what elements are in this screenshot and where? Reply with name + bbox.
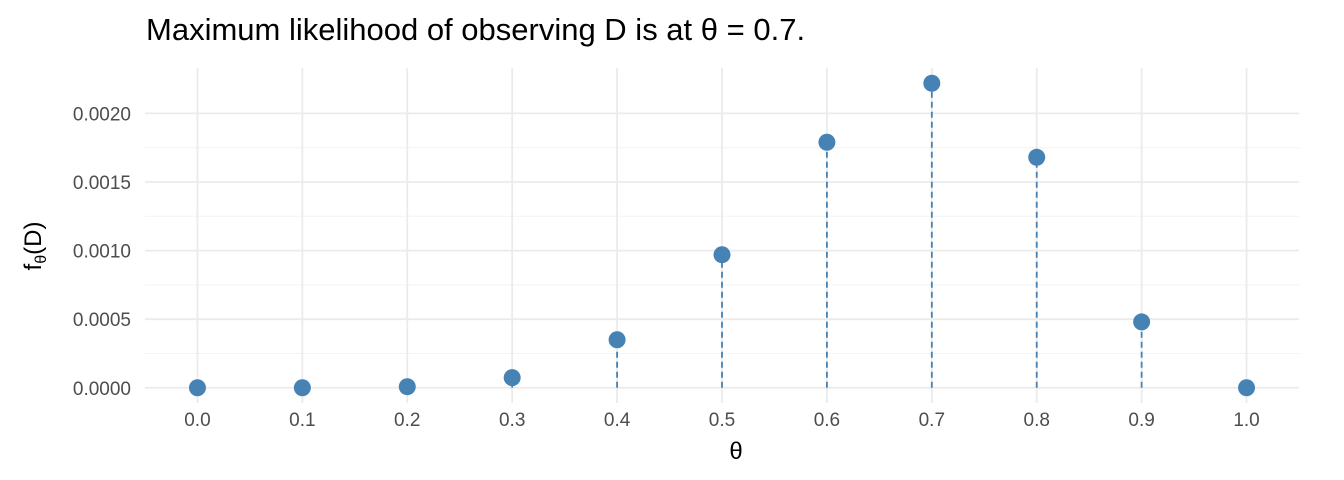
x-tick-label: 0.5 xyxy=(709,410,735,431)
x-tick-label: 1.0 xyxy=(1233,410,1259,431)
data-point xyxy=(1028,148,1046,166)
data-point xyxy=(293,379,311,397)
x-tick-labels: 0.0 0.1 0.2 0.3 0.4 0.5 0.6 0.7 0.8 0.9 1.0 xyxy=(184,410,1260,431)
y-tick-label: 0.0020 xyxy=(73,104,131,125)
data-point xyxy=(188,379,206,397)
x-tick-label: 0.0 xyxy=(184,410,210,431)
x-tick-label: 0.8 xyxy=(1024,410,1050,431)
x-tick-label: 0.3 xyxy=(499,410,525,431)
data-point xyxy=(398,378,416,396)
x-tick-label: 0.4 xyxy=(604,410,631,431)
data-point xyxy=(818,133,836,151)
data-point xyxy=(608,331,626,349)
x-tick-label: 0.2 xyxy=(394,410,420,431)
chart-title: Maximum likelihood of observing D is at … xyxy=(146,12,805,47)
stem-layer xyxy=(406,83,1143,388)
y-tick-label: 0.0010 xyxy=(73,242,131,263)
data-point xyxy=(713,246,731,264)
y-tick-label: 0.0005 xyxy=(73,310,131,331)
x-tick-label: 0.9 xyxy=(1128,410,1154,431)
y-axis-title-subscript: θ xyxy=(33,255,50,264)
data-point xyxy=(923,74,941,92)
point-layer xyxy=(188,74,1256,397)
data-point xyxy=(1238,379,1256,397)
x-tick-label: 0.6 xyxy=(814,410,840,431)
y-tick-label: 0.0000 xyxy=(73,379,131,400)
y-tick-label: 0.0015 xyxy=(73,173,131,194)
data-point xyxy=(503,369,521,387)
x-tick-label: 0.7 xyxy=(919,410,945,431)
y-tick-labels: 0.0000 0.0005 0.0010 0.0015 0.0020 xyxy=(73,104,131,399)
y-axis-title: fθ(D) xyxy=(20,222,50,271)
y-axis-title-main: f xyxy=(20,263,47,270)
data-point xyxy=(1133,313,1151,331)
x-tick-label: 0.1 xyxy=(289,410,315,431)
y-axis-title-tail: (D) xyxy=(20,222,47,255)
x-axis-title: θ xyxy=(729,438,742,465)
